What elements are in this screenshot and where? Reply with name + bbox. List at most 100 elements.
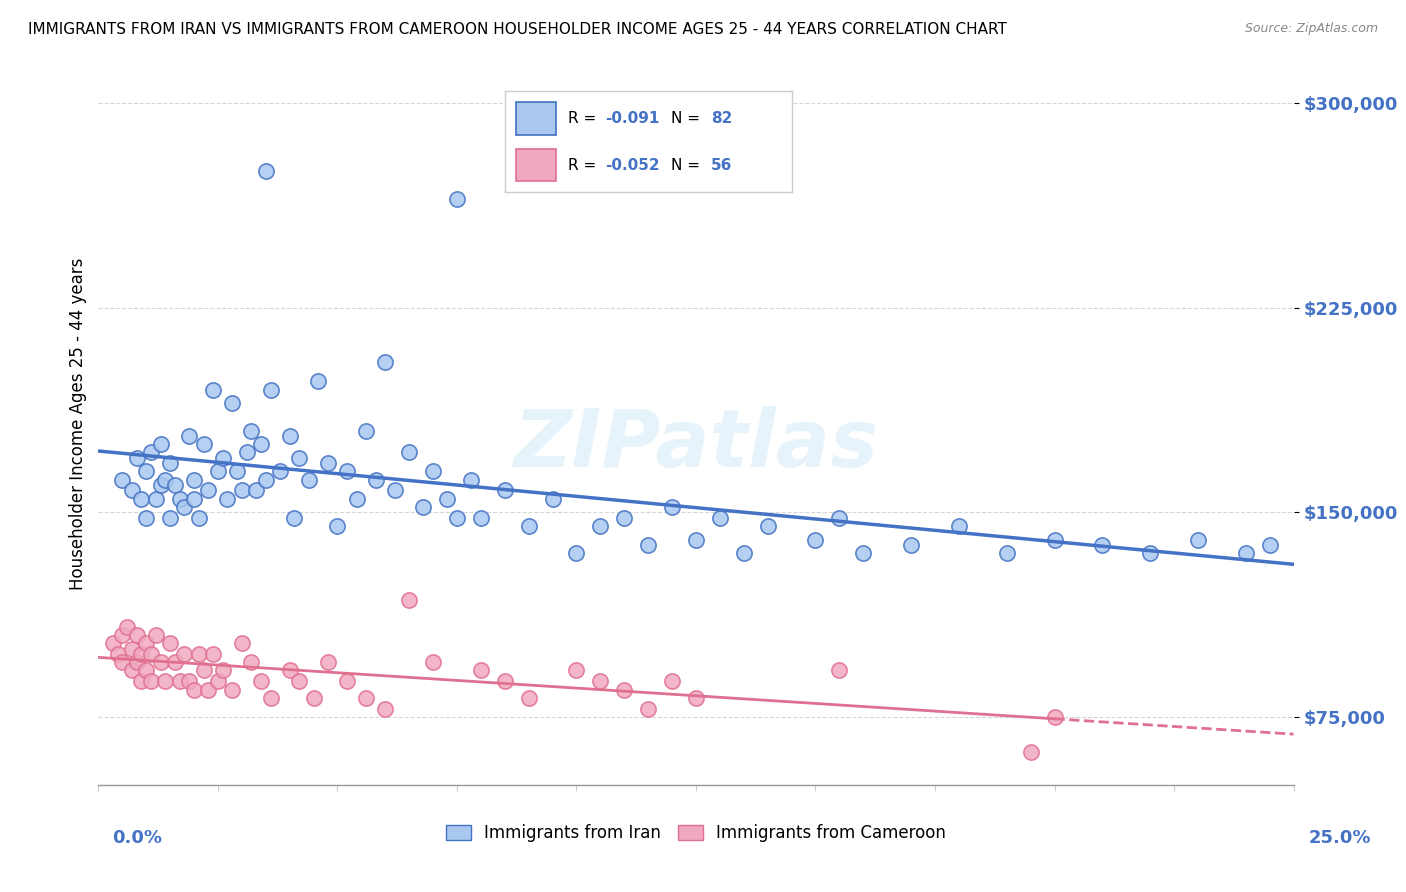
Point — [221, 682, 243, 697]
Point — [288, 674, 311, 689]
Point — [336, 464, 359, 478]
Text: Source: ZipAtlas.com: Source: ZipAtlas.com — [1244, 22, 1378, 36]
Point — [804, 533, 827, 547]
Point — [101, 636, 124, 650]
Point — [111, 473, 134, 487]
Point — [159, 456, 181, 470]
Y-axis label: Householder Income Ages 25 - 44 years: Householder Income Ages 25 - 44 years — [69, 258, 87, 590]
Point — [231, 636, 253, 650]
Point — [125, 655, 148, 669]
Point — [250, 437, 273, 451]
Point — [163, 655, 186, 669]
Point — [226, 464, 249, 478]
Point — [221, 396, 243, 410]
Point — [346, 491, 368, 506]
Point — [661, 674, 683, 689]
Point — [384, 483, 406, 498]
Point — [995, 546, 1018, 560]
Point — [155, 674, 177, 689]
Point — [354, 424, 377, 438]
Point — [111, 655, 134, 669]
Point — [541, 491, 564, 506]
Point — [307, 375, 329, 389]
Point — [1258, 538, 1281, 552]
Point — [470, 664, 492, 678]
Point — [231, 483, 253, 498]
Point — [685, 533, 707, 547]
Point — [374, 701, 396, 715]
Point — [637, 538, 659, 552]
Point — [446, 192, 468, 206]
Point — [202, 383, 225, 397]
Point — [756, 519, 779, 533]
Point — [121, 483, 143, 498]
Point — [193, 437, 215, 451]
Point — [149, 478, 172, 492]
Text: IMMIGRANTS FROM IRAN VS IMMIGRANTS FROM CAMEROON HOUSEHOLDER INCOME AGES 25 - 44: IMMIGRANTS FROM IRAN VS IMMIGRANTS FROM … — [28, 22, 1007, 37]
Point — [637, 701, 659, 715]
Point — [125, 628, 148, 642]
Point — [948, 519, 970, 533]
Point — [1091, 538, 1114, 552]
Point — [139, 445, 162, 459]
Point — [259, 383, 281, 397]
Point — [269, 464, 291, 478]
Point — [183, 473, 205, 487]
Point — [111, 628, 134, 642]
Point — [173, 500, 195, 514]
Point — [149, 437, 172, 451]
Point — [589, 519, 612, 533]
Point — [183, 491, 205, 506]
Point — [494, 674, 516, 689]
Point — [1043, 533, 1066, 547]
Point — [207, 674, 229, 689]
Point — [412, 500, 434, 514]
Point — [460, 473, 482, 487]
Point — [179, 674, 201, 689]
Point — [187, 510, 209, 524]
Point — [436, 491, 458, 506]
Point — [565, 664, 588, 678]
Point — [193, 664, 215, 678]
Point — [302, 690, 325, 705]
Point — [288, 450, 311, 465]
Point — [173, 647, 195, 661]
Point — [1019, 745, 1042, 759]
Point — [828, 664, 851, 678]
Point — [852, 546, 875, 560]
Point — [398, 592, 420, 607]
Point — [240, 424, 263, 438]
Point — [135, 464, 157, 478]
Point — [1043, 710, 1066, 724]
Point — [121, 664, 143, 678]
Point — [131, 674, 153, 689]
Point — [422, 655, 444, 669]
Point — [326, 519, 349, 533]
Point — [211, 664, 233, 678]
Point — [159, 636, 181, 650]
Point — [254, 164, 277, 178]
Legend: Immigrants from Iran, Immigrants from Cameroon: Immigrants from Iran, Immigrants from Ca… — [439, 818, 953, 849]
Point — [179, 429, 201, 443]
Point — [613, 682, 636, 697]
Point — [494, 483, 516, 498]
Point — [107, 647, 129, 661]
Text: 0.0%: 0.0% — [112, 829, 163, 847]
Point — [298, 473, 321, 487]
Point — [709, 510, 731, 524]
Point — [202, 647, 225, 661]
Point — [169, 491, 191, 506]
Point — [187, 647, 209, 661]
Point — [900, 538, 922, 552]
Point — [1234, 546, 1257, 560]
Point — [149, 655, 172, 669]
Point — [131, 491, 153, 506]
Point — [159, 510, 181, 524]
Point — [163, 478, 186, 492]
Point — [183, 682, 205, 697]
Point — [517, 519, 540, 533]
Point — [125, 450, 148, 465]
Point — [613, 510, 636, 524]
Point — [145, 491, 167, 506]
Point — [1139, 546, 1161, 560]
